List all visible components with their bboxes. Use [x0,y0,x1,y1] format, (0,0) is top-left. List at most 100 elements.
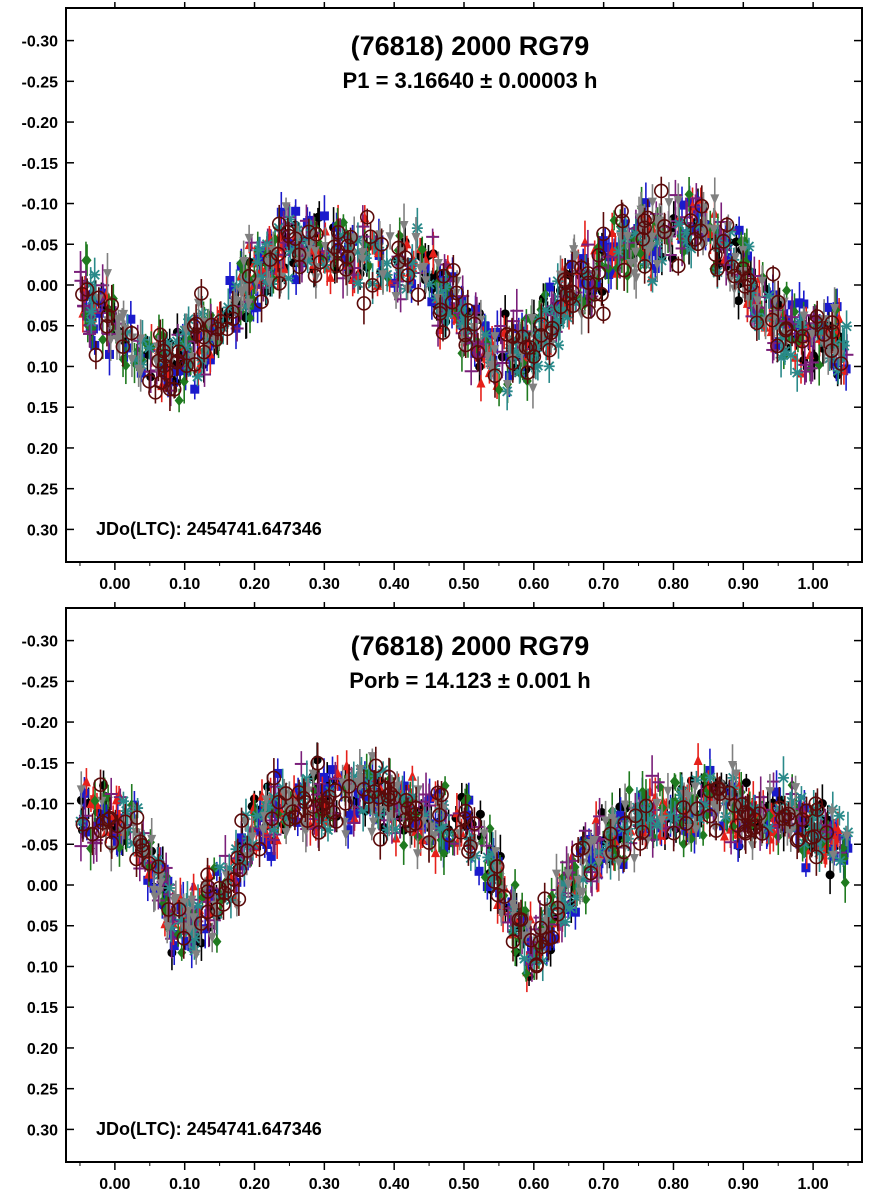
data-point [179,893,189,913]
data-point [473,338,487,376]
data-point [534,309,546,329]
y-tick-label: 0.10 [27,359,58,376]
data-point [97,792,107,811]
data-point [207,922,217,953]
data-point [393,799,407,839]
data-point [378,254,388,295]
data-point [823,296,833,319]
data-point [510,288,524,333]
data-point [724,256,740,277]
data-point [225,291,240,333]
data-point [95,813,111,832]
data-point [522,332,538,363]
data-point [239,835,255,866]
data-point [281,221,297,251]
data-point [93,812,103,833]
data-point [533,907,548,949]
data-point [653,176,669,206]
data-point [120,797,132,825]
data-point [615,202,630,240]
data-point [483,343,493,370]
data-point [124,325,139,342]
data-point [724,829,738,855]
data-point [486,871,502,892]
data-point [719,216,735,234]
data-point [352,272,364,294]
data-point [166,380,182,399]
data-point [770,280,786,324]
data-point [731,762,741,786]
data-point [741,773,751,792]
data-point [575,831,591,865]
data-point [594,283,609,306]
data-point [553,289,569,324]
data-point [557,265,572,294]
data-point [533,319,549,351]
data-point [503,373,513,396]
data-point [307,265,323,287]
data-point [589,822,599,859]
data-point [765,265,781,283]
data-point [542,335,557,366]
data-point [740,263,755,295]
data-point [81,768,91,796]
data-point [408,814,423,833]
data-point [300,811,315,830]
data-point [264,809,280,828]
data-point [708,820,724,841]
data-point [770,329,785,363]
data-point [189,873,199,898]
data-point [470,332,486,372]
y-tick-label: 0.00 [27,878,58,895]
data-point [583,864,599,882]
data-point [726,788,742,823]
data-point [278,782,294,805]
series-7 [75,176,849,412]
data-point [75,276,90,313]
data-point [499,316,515,352]
data-point [810,788,825,831]
data-point [446,255,461,286]
data-point [757,265,767,298]
x-tick-label: 0.00 [99,576,130,590]
data-point [348,257,362,280]
y-tick-label: -0.05 [22,837,59,854]
data-point [490,876,506,914]
data-point [441,820,457,850]
data-point [624,771,634,809]
data-point [830,287,840,330]
data-point [163,877,175,899]
x-tick-label: 0.10 [169,576,200,590]
data-point [816,320,832,349]
data-point [385,224,395,250]
x-tick-label: 0.30 [309,576,340,590]
data-point [251,803,263,829]
data-point [381,757,397,797]
data-point [368,746,384,785]
data-point [268,821,280,839]
data-point [430,780,446,806]
x-tick-label: 0.60 [518,576,549,590]
data-point [253,236,265,264]
x-tick-label: 0.70 [588,1176,619,1190]
data-point [676,786,691,829]
data-point [214,856,226,878]
data-point [489,852,505,881]
x-tick-label: 0.80 [658,576,689,590]
data-point [226,865,242,894]
data-point [458,332,474,358]
data-point [421,822,437,863]
data-point [356,769,372,810]
data-point [142,369,157,393]
data-point [645,755,659,797]
data-point [187,891,197,910]
data-point [666,814,681,852]
data-point [708,234,723,275]
data-point [464,357,478,386]
data-point [272,268,287,299]
data-point [190,323,205,347]
x-tick-label: 0.50 [448,576,479,590]
data-point [605,839,620,866]
data-point [281,197,291,216]
data-point [310,742,325,784]
